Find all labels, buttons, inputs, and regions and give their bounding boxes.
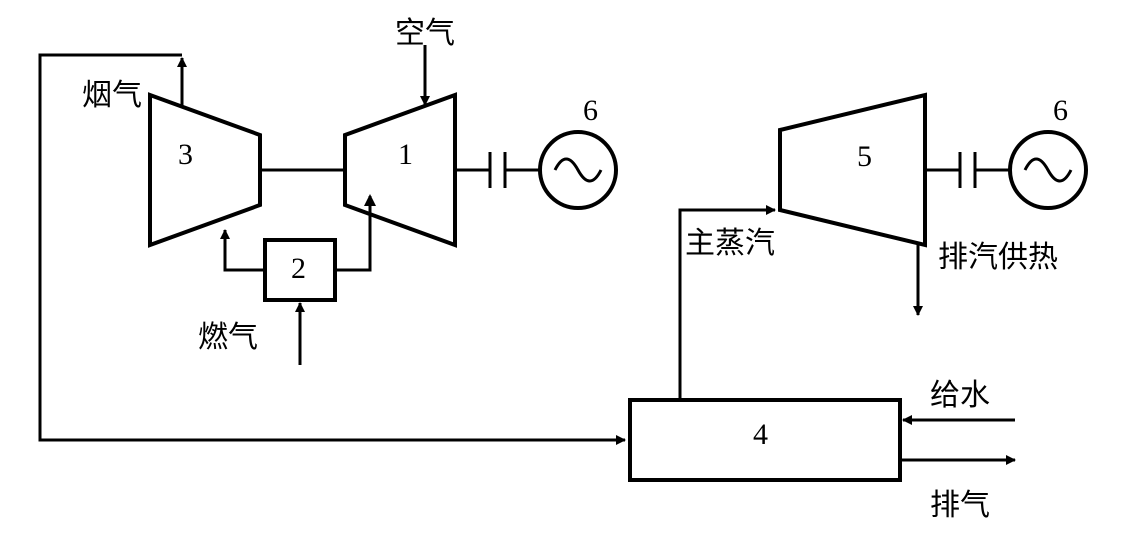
steam-turbine-num: 5 [857, 140, 872, 174]
feed-water-label: 给水 [930, 370, 990, 414]
compressor-num: 1 [398, 138, 413, 172]
gas-turbine [150, 95, 260, 245]
hrsg-num: 4 [753, 418, 768, 452]
fuel-gas-label: 燃气 [198, 312, 258, 356]
exhaust-heat-label: 排汽供热 [938, 232, 1058, 276]
steam-turbine [780, 95, 925, 245]
air-label: 空气 [395, 8, 455, 52]
main-steam-label: 主蒸汽 [685, 218, 775, 262]
exhaust-gas-label: 排气 [930, 480, 990, 524]
gas-turbine-num: 3 [178, 138, 193, 172]
generator-right-num: 6 [1053, 94, 1068, 128]
flue-gas-label: 烟气 [82, 70, 142, 114]
generator-left-num: 6 [583, 94, 598, 128]
combustor-to-turbine [225, 230, 265, 270]
combustor-num: 2 [291, 252, 306, 286]
